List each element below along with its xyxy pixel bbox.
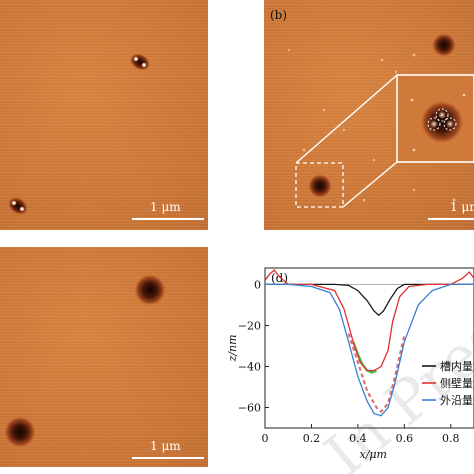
scale-bar-c <box>132 457 204 459</box>
y-axis-label: z/nm <box>226 334 239 362</box>
zoom-line-upper <box>295 74 398 164</box>
panel-label-b: (b) <box>270 8 288 22</box>
panel-c-features <box>4 274 166 448</box>
fit-curve-1 <box>347 333 406 414</box>
nanohole-top-right <box>432 33 456 57</box>
afm-panel-a: 1 μm <box>0 0 208 230</box>
nanohole-lower <box>4 416 36 448</box>
nanohole-selected <box>308 174 332 198</box>
scale-label-b: 1 μm <box>450 200 474 214</box>
panel-b-features <box>287 33 474 208</box>
selection-box <box>295 162 344 208</box>
plot-frame <box>264 267 474 429</box>
zoom-line-lower <box>342 161 398 208</box>
series-line-1 <box>264 269 474 372</box>
afm-panel-c: 1 μm <box>0 247 208 467</box>
legend-label-0: 槽内量子 <box>440 359 474 373</box>
legend-label-1: 侧壁量子 <box>440 376 474 390</box>
nanohole-pair-upper <box>129 53 151 71</box>
y-tick-label: −40 <box>238 360 261 373</box>
x-axis-label: x/μm <box>360 448 388 461</box>
line-profile-chart: In Press 0 0.2 0.4 0.6 0.8 0 −20 −40 −60 x/μm z/nm(… <box>218 256 474 474</box>
y-tick-label: −60 <box>238 401 261 414</box>
legend-label-2: 外沿量子 <box>440 394 474 407</box>
panel-a-features <box>7 53 151 216</box>
scale-label-a: 1 μm <box>150 200 181 214</box>
scale-label-c: 1 μm <box>150 439 181 453</box>
x-tick-label: 0.8 <box>442 432 460 445</box>
series-line-2 <box>265 283 474 417</box>
x-tick-label: 0 <box>262 432 269 445</box>
x-tick-label: 0.4 <box>349 432 367 445</box>
y-tick-label: −20 <box>238 319 261 332</box>
panel-label-d: (d) <box>271 271 288 285</box>
inset-zoom <box>396 74 474 163</box>
nanohole-upper <box>134 274 166 306</box>
scale-bar-a <box>132 218 204 220</box>
series-line-0 <box>265 283 474 317</box>
scale-bar-b <box>428 218 474 220</box>
afm-panel-b: (b) 1 μm <box>264 0 474 230</box>
x-tick-label: 0.2 <box>303 432 321 445</box>
x-tick-label: 0.6 <box>396 432 414 445</box>
y-tick-label: 0 <box>254 278 261 291</box>
nanohole-pair-lower <box>7 196 29 216</box>
